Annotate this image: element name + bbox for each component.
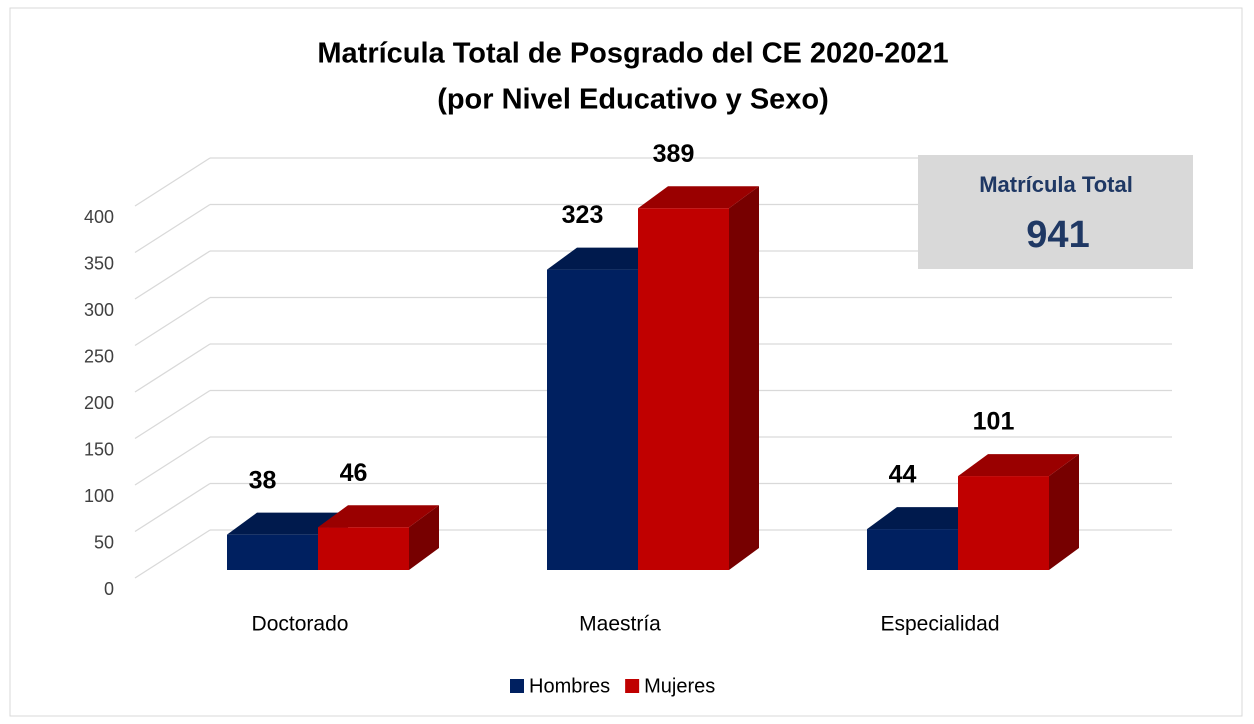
data-label: 389	[653, 140, 695, 168]
bar	[958, 476, 1049, 570]
y-tick-label: 150	[84, 439, 114, 459]
data-label: 323	[562, 201, 604, 229]
legend-swatch	[510, 679, 524, 693]
chart-subtitle: (por Nivel Educativo y Sexo)	[437, 84, 829, 116]
bar	[638, 208, 729, 571]
bar-top	[547, 247, 668, 270]
bar-top	[227, 512, 348, 535]
grid-line	[134, 203, 211, 254]
legend-swatch	[625, 679, 640, 693]
grid-line	[134, 436, 211, 486]
y-tick-label: 300	[84, 300, 114, 320]
annotation-box	[918, 155, 1193, 269]
y-tick-label: 350	[84, 253, 114, 273]
data-label: 44	[889, 461, 917, 489]
data-label: 46	[340, 459, 368, 487]
bar-side	[1049, 454, 1079, 570]
y-tick-label: 250	[84, 346, 114, 366]
grid-line	[134, 529, 211, 579]
legend-label: Hombres	[529, 675, 610, 697]
y-tick-label: 50	[94, 532, 114, 552]
grid-line	[134, 389, 211, 440]
grid-line	[134, 296, 211, 347]
x-tick-label: Doctorado	[252, 613, 349, 636]
bar	[547, 269, 638, 570]
bar-side	[409, 505, 439, 570]
y-tick-label: 200	[84, 393, 114, 413]
y-tick-label: 100	[84, 486, 114, 506]
bar-side	[729, 186, 759, 571]
grid-line	[134, 343, 211, 393]
chart-title: Matrícula Total de Posgrado del CE 2020-…	[317, 38, 948, 70]
grid-line	[134, 250, 211, 300]
data-label: 38	[249, 466, 277, 494]
y-tick-label: 400	[84, 207, 114, 227]
data-label: 101	[973, 408, 1015, 436]
bar	[227, 534, 318, 570]
bar-top	[867, 507, 988, 530]
annotation-value: 941	[1026, 214, 1089, 256]
bar-top	[318, 505, 439, 528]
bar	[318, 527, 409, 570]
annotation-title: Matrícula Total	[979, 172, 1133, 197]
bar-top	[958, 454, 1079, 477]
bar	[867, 529, 958, 570]
y-tick-label: 0	[104, 579, 114, 599]
x-tick-label: Especialidad	[880, 613, 999, 636]
grid-line	[134, 482, 211, 533]
legend-label: Mujeres	[644, 675, 715, 697]
grid-line	[134, 157, 211, 207]
x-tick-label: Maestría	[579, 613, 661, 636]
bar-top	[638, 186, 759, 209]
